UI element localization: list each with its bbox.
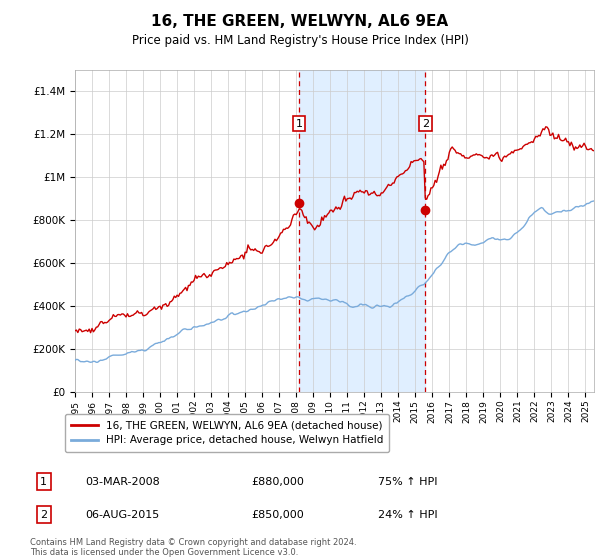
Text: 24% ↑ HPI: 24% ↑ HPI [378, 510, 437, 520]
Text: 1: 1 [40, 477, 47, 487]
Text: 75% ↑ HPI: 75% ↑ HPI [378, 477, 437, 487]
Bar [299, 70, 425, 392]
Legend: 16, THE GREEN, WELWYN, AL6 9EA (detached house), HPI: Average price, detached ho: 16, THE GREEN, WELWYN, AL6 9EA (detached… [65, 414, 389, 452]
Text: Price paid vs. HM Land Registry's House Price Index (HPI): Price paid vs. HM Land Registry's House … [131, 34, 469, 46]
Text: £880,000: £880,000 [251, 477, 304, 487]
Text: 06-AUG-2015: 06-AUG-2015 [85, 510, 160, 520]
Text: £850,000: £850,000 [251, 510, 304, 520]
Text: Contains HM Land Registry data © Crown copyright and database right 2024.
This d: Contains HM Land Registry data © Crown c… [30, 538, 356, 557]
Text: 2: 2 [422, 119, 429, 129]
Text: 16, THE GREEN, WELWYN, AL6 9EA: 16, THE GREEN, WELWYN, AL6 9EA [151, 14, 449, 29]
Text: 2: 2 [40, 510, 47, 520]
Text: 03-MAR-2008: 03-MAR-2008 [85, 477, 160, 487]
Text: 1: 1 [296, 119, 302, 129]
